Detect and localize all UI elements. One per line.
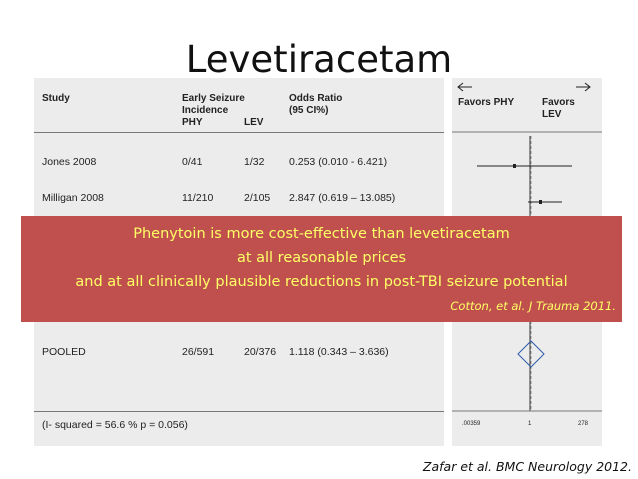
row-study: Jones 2008 xyxy=(42,156,97,168)
left-arrow-icon xyxy=(457,82,472,92)
favors-phy-label: Favors PHY xyxy=(458,97,515,108)
i-squared-note: (I- squared = 56.6 % p = 0.056) xyxy=(42,419,188,431)
pooled-diamond xyxy=(517,340,545,368)
callout-line-3: and at all clinically plausible reductio… xyxy=(75,274,568,290)
header-study: Study xyxy=(42,93,70,104)
header-rule xyxy=(34,132,444,133)
row-lev: 2/105 xyxy=(244,192,271,204)
header-odds-ratio: Odds Ratio (95 CI%) xyxy=(289,93,343,116)
row-study: Milligan 2008 xyxy=(42,192,104,204)
favors-lev-label: Favors LEV xyxy=(542,97,575,120)
right-arrow-icon xyxy=(576,82,591,92)
callout-line-2: at all reasonable prices xyxy=(236,250,407,266)
header-lev: LEV xyxy=(244,117,264,128)
pooled-phy: 26/591 xyxy=(182,346,215,358)
footer-rule xyxy=(34,411,444,412)
callout-line-1: Phenytoin is more cost-effective than le… xyxy=(133,226,510,242)
callout-citation: Cotton, et al. J Trauma 2011. xyxy=(450,299,616,313)
axis-tick-one: 1 xyxy=(528,421,532,427)
point-estimate-milligan xyxy=(539,200,542,204)
pooled-odds-ratio: 1.118 (0.343 – 3.636) xyxy=(289,346,389,358)
point-estimate-jones xyxy=(513,164,516,168)
axis-tick-min: .00359 xyxy=(462,421,481,427)
row-odds-ratio: 0.253 (0.010 - 6.421) xyxy=(289,156,388,168)
header-incidence: Early Seizure Incidence xyxy=(182,93,245,116)
cost-effectiveness-callout: Phenytoin is more cost-effective than le… xyxy=(21,216,622,322)
pooled-study: POOLED xyxy=(42,346,86,358)
row-lev: 1/32 xyxy=(244,156,265,168)
pooled-lev: 20/376 xyxy=(244,346,277,358)
source-citation: Zafar et al. BMC Neurology 2012. xyxy=(422,459,632,474)
slide-title: Levetiracetam xyxy=(185,38,453,81)
header-phy: PHY xyxy=(182,117,203,128)
axis-tick-max: 278 xyxy=(578,421,589,427)
row-phy: 11/210 xyxy=(182,192,214,204)
row-odds-ratio: 2.847 (0.619 – 13.085) xyxy=(289,192,396,204)
row-phy: 0/41 xyxy=(182,156,203,168)
